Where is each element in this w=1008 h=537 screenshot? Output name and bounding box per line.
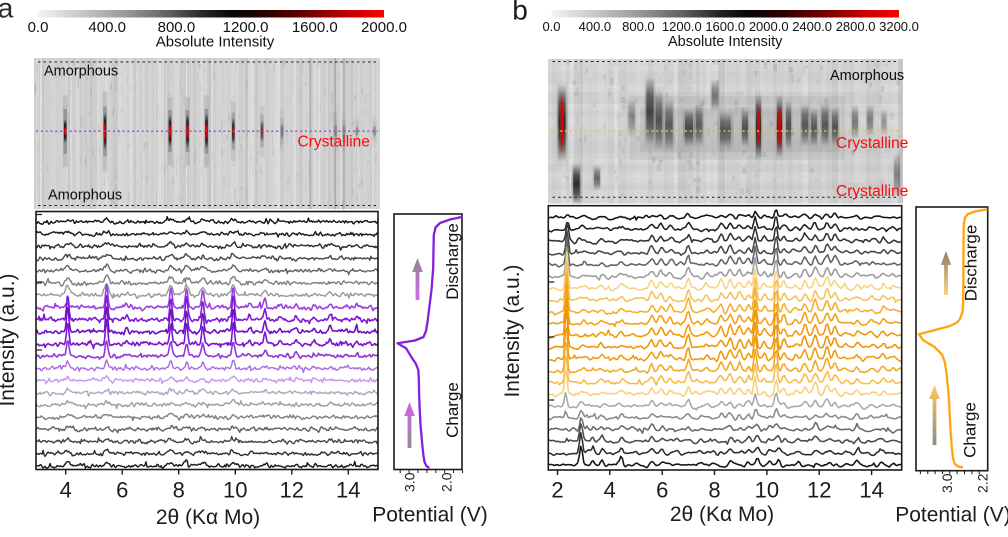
svg-text:0.0: 0.0 [542, 19, 560, 34]
svg-text:4: 4 [604, 478, 616, 503]
svg-text:Absolute Intensity: Absolute Intensity [156, 34, 275, 51]
svg-text:0.0: 0.0 [28, 19, 49, 36]
svg-text:Charge: Charge [443, 382, 462, 438]
svg-text:Amorphous: Amorphous [48, 188, 122, 204]
svg-text:Potential (V): Potential (V) [372, 504, 488, 527]
svg-text:2400.0: 2400.0 [792, 19, 832, 34]
svg-text:400.0: 400.0 [88, 19, 126, 36]
svg-text:2.0: 2.0 [439, 472, 455, 492]
svg-text:6: 6 [116, 478, 128, 503]
svg-text:2800.0: 2800.0 [836, 19, 876, 34]
svg-text:1600.0: 1600.0 [705, 19, 745, 34]
svg-text:1200.0: 1200.0 [662, 19, 702, 34]
svg-text:Crystalline: Crystalline [298, 134, 370, 151]
svg-text:2000.0: 2000.0 [749, 19, 789, 34]
svg-text:Intensity (a.u.): Intensity (a.u.) [0, 273, 19, 406]
svg-text:3.0: 3.0 [939, 473, 955, 493]
svg-text:2000.0: 2000.0 [361, 19, 407, 36]
svg-text:12: 12 [807, 478, 831, 503]
svg-text:8: 8 [173, 478, 185, 503]
svg-text:1200.0: 1200.0 [223, 19, 269, 36]
svg-text:Amorphous: Amorphous [44, 64, 118, 80]
svg-text:10: 10 [223, 478, 247, 503]
svg-text:12: 12 [280, 478, 304, 503]
svg-text:4: 4 [60, 478, 72, 503]
svg-text:b: b [512, 0, 528, 26]
svg-text:14: 14 [336, 478, 360, 503]
svg-text:Absolute Intensity: Absolute Intensity [668, 34, 783, 50]
svg-text:Discharge: Discharge [962, 225, 981, 302]
svg-text:Amorphous: Amorphous [830, 68, 904, 84]
svg-text:Charge: Charge [961, 402, 980, 458]
svg-text:800.0: 800.0 [622, 19, 655, 34]
svg-text:8: 8 [708, 478, 720, 503]
svg-text:2.2: 2.2 [975, 473, 991, 493]
svg-text:a: a [0, 0, 14, 24]
svg-text:Discharge: Discharge [443, 223, 462, 300]
svg-text:6: 6 [656, 478, 668, 503]
svg-text:2θ (Kα Mo): 2θ (Kα Mo) [670, 503, 774, 526]
svg-text:10: 10 [755, 478, 779, 503]
svg-text:Intensity (a.u.): Intensity (a.u.) [501, 264, 524, 397]
svg-text:1600.0: 1600.0 [292, 19, 338, 36]
svg-text:800.0: 800.0 [158, 19, 196, 36]
svg-text:Potential (V): Potential (V) [895, 504, 1008, 527]
svg-text:2θ (Kα Mo): 2θ (Kα Mo) [156, 506, 260, 529]
svg-text:2: 2 [551, 478, 563, 503]
svg-text:Crystalline: Crystalline [836, 135, 908, 152]
svg-text:3200.0: 3200.0 [879, 19, 919, 34]
svg-text:400.0: 400.0 [579, 19, 612, 34]
svg-text:14: 14 [859, 478, 883, 503]
svg-text:3.0: 3.0 [402, 472, 418, 492]
svg-text:Crystalline: Crystalline [836, 183, 908, 200]
